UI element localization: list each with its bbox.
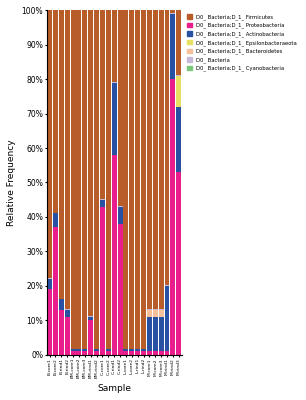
Bar — [76, 351, 81, 354]
Bar — [112, 82, 117, 83]
Bar — [82, 351, 87, 354]
Bar — [106, 351, 111, 354]
Bar — [118, 206, 122, 224]
Bar — [118, 224, 122, 354]
Bar — [176, 76, 181, 107]
Legend: D0_ Bacteria;D_1_ Firmicutes, D0_ Bacteria;D_1_ Proteobacteria, D0_ Bacteria;D_1: D0_ Bacteria;D_1_ Firmicutes, D0_ Bacter… — [186, 13, 298, 72]
Bar — [88, 320, 93, 354]
Bar — [165, 351, 170, 354]
Bar — [129, 10, 134, 349]
Bar — [141, 349, 146, 351]
Bar — [88, 316, 93, 317]
Bar — [153, 309, 158, 310]
Bar — [153, 10, 158, 309]
Bar — [159, 309, 164, 310]
Bar — [88, 10, 93, 316]
Bar — [53, 213, 58, 214]
Bar — [159, 310, 164, 317]
Bar — [165, 286, 170, 351]
Bar — [59, 10, 64, 299]
Bar — [100, 200, 105, 206]
Bar — [170, 10, 175, 13]
Bar — [153, 310, 158, 317]
Bar — [147, 309, 152, 310]
Bar — [170, 14, 175, 79]
Bar — [170, 13, 175, 14]
Bar — [141, 10, 146, 349]
Bar — [135, 349, 140, 351]
Bar — [135, 10, 140, 349]
Bar — [65, 310, 70, 317]
Bar — [135, 351, 140, 354]
Bar — [129, 349, 134, 351]
Bar — [159, 317, 164, 351]
Bar — [165, 10, 170, 285]
Bar — [118, 10, 122, 206]
Bar — [76, 10, 81, 349]
Bar — [65, 317, 70, 354]
Bar — [82, 10, 87, 349]
Bar — [47, 289, 52, 354]
Bar — [170, 79, 175, 354]
Bar — [59, 299, 64, 300]
Bar — [123, 351, 129, 354]
Bar — [176, 10, 181, 75]
Bar — [112, 83, 117, 155]
Bar — [70, 351, 76, 354]
Bar — [106, 10, 111, 349]
Bar — [53, 10, 58, 213]
Y-axis label: Relative Frequency: Relative Frequency — [7, 139, 16, 226]
Bar — [47, 10, 52, 278]
Bar — [123, 349, 129, 351]
Bar — [100, 199, 105, 200]
Bar — [59, 300, 64, 310]
Bar — [88, 317, 93, 320]
Bar — [147, 317, 152, 351]
Bar — [153, 317, 158, 351]
Bar — [159, 351, 164, 354]
Bar — [153, 351, 158, 354]
Bar — [106, 349, 111, 351]
Bar — [176, 172, 181, 354]
Bar — [70, 349, 76, 351]
Bar — [147, 310, 152, 317]
Bar — [94, 349, 99, 351]
X-axis label: Sample: Sample — [97, 384, 131, 393]
Bar — [53, 214, 58, 227]
Bar — [65, 10, 70, 309]
Bar — [123, 10, 129, 349]
Bar — [76, 349, 81, 351]
Bar — [53, 227, 58, 354]
Bar — [112, 10, 117, 82]
Bar — [176, 107, 181, 172]
Bar — [147, 10, 152, 309]
Bar — [176, 75, 181, 76]
Bar — [65, 309, 70, 310]
Bar — [100, 10, 105, 199]
Bar — [100, 206, 105, 354]
Bar — [47, 278, 52, 279]
Bar — [141, 351, 146, 354]
Bar — [82, 349, 87, 351]
Bar — [159, 10, 164, 309]
Bar — [70, 10, 76, 349]
Bar — [59, 310, 64, 354]
Bar — [147, 351, 152, 354]
Bar — [94, 351, 99, 354]
Bar — [129, 351, 134, 354]
Bar — [112, 155, 117, 354]
Bar — [47, 279, 52, 289]
Bar — [94, 10, 99, 349]
Bar — [165, 285, 170, 286]
